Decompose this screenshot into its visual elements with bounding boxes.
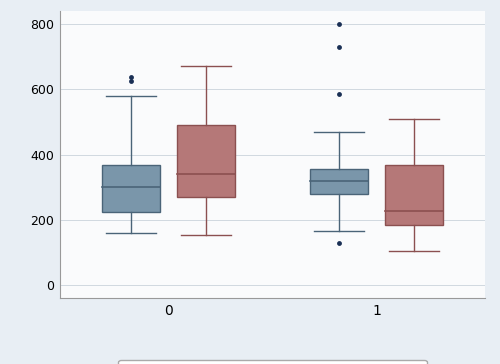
- Bar: [310, 169, 368, 194]
- Bar: [176, 125, 235, 197]
- Bar: [385, 165, 444, 225]
- Legend: Prior to Intervention, Postintervention: Prior to Intervention, Postintervention: [118, 360, 426, 364]
- Bar: [102, 165, 160, 212]
